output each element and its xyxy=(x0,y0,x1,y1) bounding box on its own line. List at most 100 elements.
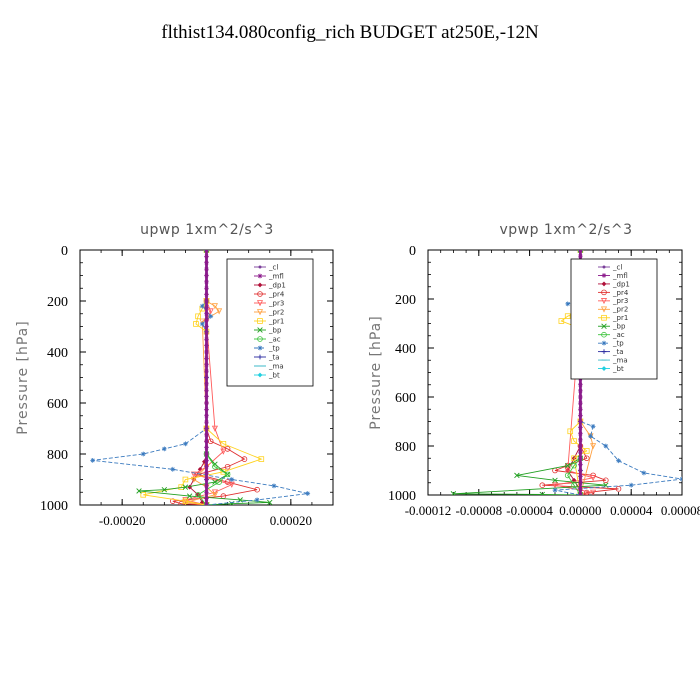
legend-marker xyxy=(257,345,263,351)
data-point-mfl xyxy=(204,432,209,438)
panel-1: upwp 1xm^2/s^3 Pressure [hPa] 0 200 400 600 80… xyxy=(15,222,334,528)
data-point-mfl xyxy=(204,292,209,298)
data-point-mfl xyxy=(578,492,583,495)
data-point-tp xyxy=(641,470,647,476)
panel-title: upwp 1xm^2/s^3 xyxy=(140,222,274,238)
series-line-dp1 xyxy=(189,250,207,505)
data-point-mfl xyxy=(204,266,209,272)
data-point-pr1 xyxy=(583,448,590,454)
legend-label: _ac xyxy=(268,335,281,343)
data-point-pr3 xyxy=(190,471,197,478)
data-point-tp xyxy=(183,441,188,447)
data-point-mfl xyxy=(204,451,209,457)
series-mfl xyxy=(204,250,209,505)
legend-marker xyxy=(601,314,607,321)
data-point-mfl xyxy=(578,474,583,480)
data-point-pr1 xyxy=(564,313,571,319)
data-point-mfl xyxy=(204,400,209,406)
data-point-pr4 xyxy=(254,486,260,493)
data-point-tp xyxy=(161,446,167,452)
data-point-ac xyxy=(571,462,577,469)
data-point-mfl xyxy=(204,496,209,502)
legend-label: _ac xyxy=(612,331,625,339)
series-line-pr3 xyxy=(185,250,234,505)
data-point-tp xyxy=(616,458,621,464)
data-point-mfl xyxy=(204,250,209,253)
data-point-tp xyxy=(254,497,260,503)
data-point-mfl xyxy=(204,426,209,431)
data-point-pr4 xyxy=(615,486,622,492)
legend-label: _pr1 xyxy=(268,317,284,325)
data-point-mfl xyxy=(204,279,209,285)
data-point-bp xyxy=(161,486,168,493)
data-point-mfl xyxy=(204,502,209,505)
data-point-mfl xyxy=(204,464,209,470)
data-point-mfl xyxy=(204,285,209,291)
legend-box xyxy=(226,258,314,387)
legend-marker xyxy=(257,372,263,378)
data-point-pr3 xyxy=(211,425,218,432)
data-point-ac xyxy=(224,471,231,478)
data-point-mfl xyxy=(204,362,209,368)
legend-marker xyxy=(600,298,608,305)
legend-label: _ma xyxy=(612,356,628,364)
legend-label: _bp xyxy=(612,323,626,331)
legend-marker xyxy=(601,273,607,278)
data-point-mfl xyxy=(578,449,583,455)
data-point-pr3 xyxy=(220,448,227,455)
y-tick-label: 800 xyxy=(47,448,68,463)
legend-marker xyxy=(601,331,607,338)
data-point-pr1 xyxy=(558,318,565,324)
data-point-mfl xyxy=(204,457,209,463)
x-tick-label: 0.00000 xyxy=(559,503,601,518)
data-point-mfl xyxy=(204,394,209,400)
y-tick-label: 600 xyxy=(395,391,416,406)
data-point-pr1 xyxy=(220,440,227,447)
data-point-mfl xyxy=(204,368,209,374)
data-point-pr2 xyxy=(216,308,223,315)
data-point-pr2 xyxy=(211,303,218,310)
data-point-mfl xyxy=(204,413,209,419)
data-point-tp xyxy=(199,303,205,309)
data-point-mfl xyxy=(578,394,583,400)
legend-marker xyxy=(257,291,263,297)
data-point-mfl xyxy=(204,355,209,361)
y-tick-label: 200 xyxy=(47,295,68,310)
legend-label: _dp1 xyxy=(268,281,286,289)
data-point-mfl xyxy=(578,412,583,418)
legend-label: _cl xyxy=(268,263,278,271)
data-point-mfl xyxy=(204,387,209,393)
data-point-pr4 xyxy=(583,455,590,462)
data-point-tp xyxy=(199,321,205,327)
legend-label: _mfl xyxy=(268,272,284,280)
data-point-mfl xyxy=(204,470,209,476)
legend: _cl_mfl_dp1_pr4_pr3_pr2_pr1_bp_ac_tp_ta_… xyxy=(570,258,658,380)
x-tick-label: -0.00004 xyxy=(506,503,553,518)
data-point-pr1 xyxy=(193,321,199,327)
data-point-bp xyxy=(182,484,189,490)
data-point-tp xyxy=(305,491,311,496)
x-tick-label: 0.00008 xyxy=(661,503,700,518)
legend-marker xyxy=(601,349,607,355)
data-point-mfl xyxy=(578,382,583,388)
data-point-pr4 xyxy=(539,482,546,489)
data-point-pr2 xyxy=(211,491,218,499)
data-point-pr2 xyxy=(199,318,206,325)
x-tick-label: -0.00012 xyxy=(405,503,452,518)
data-point-pr1 xyxy=(571,438,577,444)
legend-marker xyxy=(256,309,264,316)
data-point-mfl xyxy=(204,324,209,329)
data-point-mfl xyxy=(578,437,583,443)
x-tick-label: -0.00008 xyxy=(456,503,503,518)
legend-label: _pr3 xyxy=(268,299,284,307)
legend-marker xyxy=(601,281,607,287)
data-point-mfl xyxy=(204,273,209,278)
legend-label: _tp xyxy=(612,340,624,348)
y-tick-label: 1000 xyxy=(40,499,68,514)
data-point-mfl xyxy=(578,425,583,431)
data-point-pr3 xyxy=(551,482,559,489)
legend-marker xyxy=(600,306,608,313)
data-point-tp xyxy=(229,477,235,482)
data-point-pr1 xyxy=(195,313,201,320)
y-axis-label: Pressure [hPa] xyxy=(15,320,31,434)
